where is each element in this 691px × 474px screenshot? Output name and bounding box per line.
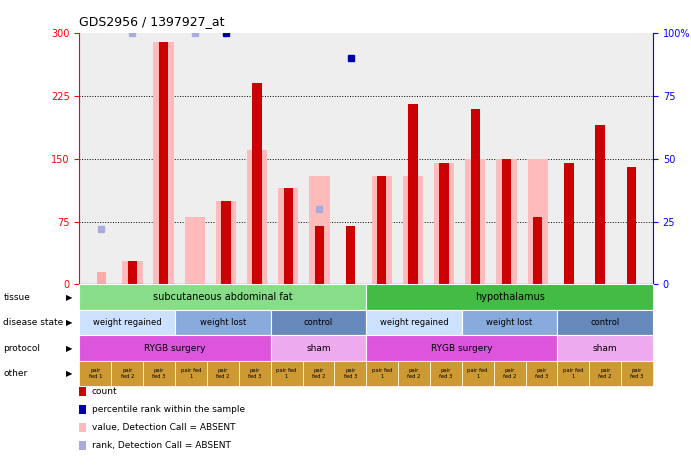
Bar — [283, 188, 293, 284]
Text: weight regained: weight regained — [380, 318, 448, 327]
Text: pair
fed 2: pair fed 2 — [312, 368, 325, 379]
Text: count: count — [92, 387, 117, 396]
Bar — [346, 226, 355, 284]
Bar — [159, 42, 169, 284]
Text: value, Detection Call = ABSENT: value, Detection Call = ABSENT — [92, 423, 236, 432]
Bar — [216, 201, 236, 284]
Text: percentile rank within the sample: percentile rank within the sample — [92, 405, 245, 414]
Text: other: other — [3, 369, 28, 378]
Bar — [408, 104, 417, 284]
Text: pair
fed 3: pair fed 3 — [535, 368, 548, 379]
Bar — [153, 42, 173, 284]
Bar — [315, 226, 324, 284]
Bar — [278, 188, 299, 284]
Text: protocol: protocol — [3, 344, 41, 353]
Text: pair
fed 2: pair fed 2 — [503, 368, 516, 379]
Text: ▶: ▶ — [66, 318, 73, 327]
Bar — [310, 175, 330, 284]
Text: control: control — [304, 318, 333, 327]
Text: pair
fed 2: pair fed 2 — [216, 368, 229, 379]
Bar — [128, 261, 137, 284]
Text: pair
fed 3: pair fed 3 — [439, 368, 453, 379]
Text: pair
fed 3: pair fed 3 — [343, 368, 357, 379]
Text: weight lost: weight lost — [200, 318, 246, 327]
Bar — [97, 272, 106, 284]
Text: pair
fed 2: pair fed 2 — [120, 368, 134, 379]
Text: subcutaneous abdominal fat: subcutaneous abdominal fat — [153, 292, 293, 302]
Text: control: control — [591, 318, 620, 327]
Bar — [184, 218, 205, 284]
Bar — [465, 159, 486, 284]
Text: pair
fed 3: pair fed 3 — [248, 368, 261, 379]
Text: tissue: tissue — [3, 292, 30, 301]
Text: sham: sham — [593, 344, 618, 353]
Text: weight regained: weight regained — [93, 318, 162, 327]
Text: pair fed
1: pair fed 1 — [372, 368, 392, 379]
Bar — [596, 125, 605, 284]
Bar — [502, 159, 511, 284]
Text: ▶: ▶ — [66, 369, 73, 378]
Text: GDS2956 / 1397927_at: GDS2956 / 1397927_at — [79, 16, 225, 28]
Text: sham: sham — [306, 344, 331, 353]
Bar — [252, 83, 262, 284]
Bar — [627, 167, 636, 284]
Text: pair
fed 2: pair fed 2 — [598, 368, 612, 379]
Text: pair
fed 1: pair fed 1 — [88, 368, 102, 379]
Bar — [403, 175, 423, 284]
Bar — [564, 163, 574, 284]
Bar — [247, 150, 267, 284]
Text: RYGB surgery: RYGB surgery — [431, 344, 493, 353]
Text: pair fed
1: pair fed 1 — [468, 368, 488, 379]
Text: disease state: disease state — [3, 318, 64, 327]
Bar — [377, 175, 386, 284]
Text: ▶: ▶ — [66, 344, 73, 353]
Bar — [434, 163, 454, 284]
Text: weight lost: weight lost — [486, 318, 533, 327]
Text: pair
fed 3: pair fed 3 — [153, 368, 166, 379]
Text: rank, Detection Call = ABSENT: rank, Detection Call = ABSENT — [92, 441, 231, 450]
Bar — [533, 218, 542, 284]
Bar — [496, 159, 517, 284]
Bar — [439, 163, 449, 284]
Bar — [122, 261, 142, 284]
Text: pair fed
1: pair fed 1 — [276, 368, 297, 379]
Text: RYGB surgery: RYGB surgery — [144, 344, 206, 353]
Text: pair fed
1: pair fed 1 — [563, 368, 584, 379]
Text: pair
fed 3: pair fed 3 — [630, 368, 644, 379]
Bar — [221, 201, 231, 284]
Text: ▶: ▶ — [66, 292, 73, 301]
Bar — [471, 109, 480, 284]
Text: pair fed
1: pair fed 1 — [181, 368, 201, 379]
Bar — [527, 159, 548, 284]
Text: hypothalamus: hypothalamus — [475, 292, 545, 302]
Bar — [372, 175, 392, 284]
Text: pair
fed 2: pair fed 2 — [407, 368, 421, 379]
